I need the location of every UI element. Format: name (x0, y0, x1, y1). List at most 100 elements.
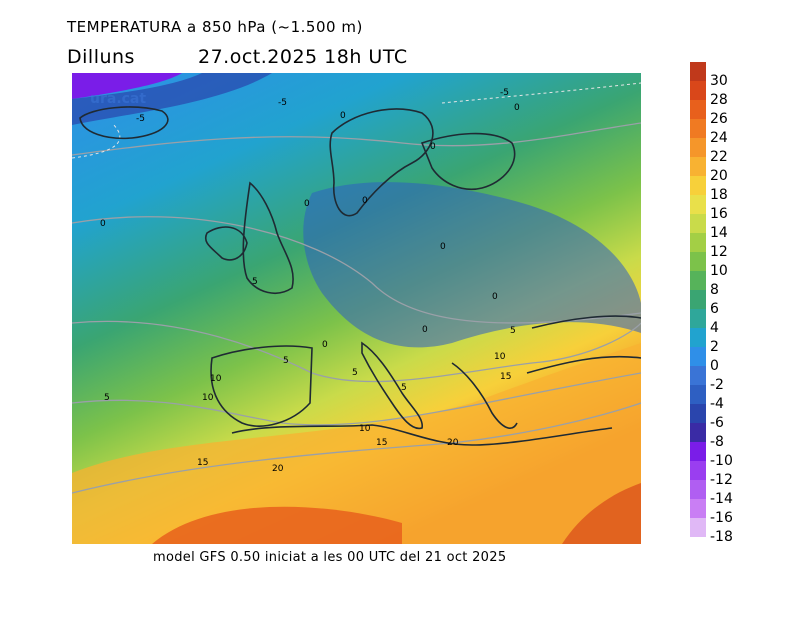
contour-label: 10 (210, 374, 222, 384)
legend-label: -8 (710, 434, 724, 450)
legend-swatch (690, 252, 706, 271)
contour-label: 0 (422, 325, 428, 335)
britain-coast (242, 181, 294, 294)
valid-time-label: 27.oct.2025 18h UTC (198, 46, 408, 68)
contour-label: 0 (100, 219, 106, 229)
legend-label: -14 (710, 491, 733, 507)
ireland-coast (204, 226, 248, 261)
cold-blob-region (303, 182, 641, 348)
legend-label: 14 (710, 225, 728, 241)
legend-label: -10 (710, 453, 733, 469)
contour-label: 0 (514, 103, 520, 113)
contour-label: 5 (352, 368, 358, 378)
legend-label: 12 (710, 244, 728, 260)
legend-label: -16 (710, 510, 733, 526)
legend-swatch (690, 100, 706, 119)
legend-swatch (690, 195, 706, 214)
coastlines (79, 106, 641, 446)
legend-swatch (690, 81, 706, 100)
balkans-coast (451, 362, 518, 429)
legend-swatch (690, 176, 706, 195)
legend-label: 10 (710, 263, 728, 279)
legend-label: 2 (710, 339, 719, 355)
contour-label: 0 (492, 292, 498, 302)
legend-label: 30 (710, 73, 728, 89)
contour-label: 10 (494, 352, 506, 362)
contour-label: 10 (202, 393, 214, 403)
legend-swatch (690, 347, 706, 366)
legend-swatch (690, 328, 706, 347)
hot-region (152, 506, 402, 544)
legend-label: 20 (710, 168, 728, 184)
hot-region-east (562, 483, 641, 544)
legend-label: 16 (710, 206, 728, 222)
iceland-coast (79, 106, 169, 140)
africa-coast (231, 424, 613, 446)
legend-label: 28 (710, 92, 728, 108)
black-sea-coast (531, 315, 641, 329)
legend-swatch (690, 290, 706, 309)
italy-coast (361, 341, 423, 430)
contour-label: 0 (340, 111, 346, 121)
legend-swatch (690, 499, 706, 518)
temperature-map: -5 -5 -5 0 0 0 0 0 0 0 0 0 0 5 5 5 5 5 5… (72, 73, 641, 544)
contour-label: 0 (430, 142, 436, 152)
legend-swatch (690, 480, 706, 499)
chart-title: TEMPERATURA a 850 hPa (~1.500 m) (67, 18, 363, 36)
legend-label: -18 (710, 529, 733, 545)
legend-label: -4 (710, 396, 724, 412)
isotherm-lines (72, 122, 641, 494)
legend-label: 8 (710, 282, 719, 298)
contour-label: 0 (322, 340, 328, 350)
legend-swatch (690, 271, 706, 290)
watermark-logo: ura.cat (90, 91, 146, 107)
model-run-note: model GFS 0.50 iniciat a les 00 UTC del … (153, 550, 507, 565)
finland-coast (420, 132, 516, 190)
contour-label: 15 (500, 372, 511, 382)
contour-label: 5 (252, 277, 258, 287)
contour-label: 5 (510, 326, 516, 336)
legend-label: 24 (710, 130, 728, 146)
temperature-legend: 30 28 26 24 22 20 18 16 14 12 10 8 6 4 2 0 -2 -4 -6 -8 -10 -1… (690, 62, 790, 562)
cold-isotherm-lines (72, 82, 641, 159)
turkey-coast (526, 355, 641, 374)
map-canvas: -5 -5 -5 0 0 0 0 0 0 0 0 0 0 5 5 5 5 5 5… (72, 73, 641, 544)
legend-label: -12 (710, 472, 733, 488)
legend-label: 26 (710, 111, 728, 127)
contour-label: 5 (104, 393, 110, 403)
contour-label: 15 (197, 458, 208, 468)
legend-swatch (690, 461, 706, 480)
legend-swatch (690, 119, 706, 138)
legend-swatch (690, 233, 706, 252)
contour-label: 0 (362, 196, 368, 206)
scandinavia-coast (329, 108, 434, 217)
legend-swatch (690, 423, 706, 442)
legend-swatch (690, 442, 706, 461)
day-label: Dilluns (67, 46, 135, 68)
contour-label: 15 (376, 438, 387, 448)
legend-label: 18 (710, 187, 728, 203)
contour-label: -5 (500, 88, 509, 98)
contour-label: 0 (304, 199, 310, 209)
legend-swatch (690, 214, 706, 233)
legend-swatch (690, 518, 706, 537)
contour-label: -5 (278, 98, 287, 108)
legend-label: -2 (710, 377, 724, 393)
legend-label: 6 (710, 301, 719, 317)
contour-label: 0 (440, 242, 446, 252)
contour-label: 20 (447, 438, 459, 448)
legend-swatch (690, 385, 706, 404)
warm-region (72, 343, 641, 544)
contour-label: 5 (283, 356, 289, 366)
contour-label: 20 (272, 464, 284, 474)
iberia-coast (210, 345, 313, 427)
contour-label: 10 (359, 424, 371, 434)
legend-label: 22 (710, 149, 728, 165)
cold-band-region (72, 73, 272, 125)
legend-swatch (690, 366, 706, 385)
legend-label: 0 (710, 358, 719, 374)
cold-corner-region (72, 73, 182, 99)
legend-swatch (690, 62, 706, 81)
legend-swatch (690, 157, 706, 176)
legend-label: 4 (710, 320, 719, 336)
